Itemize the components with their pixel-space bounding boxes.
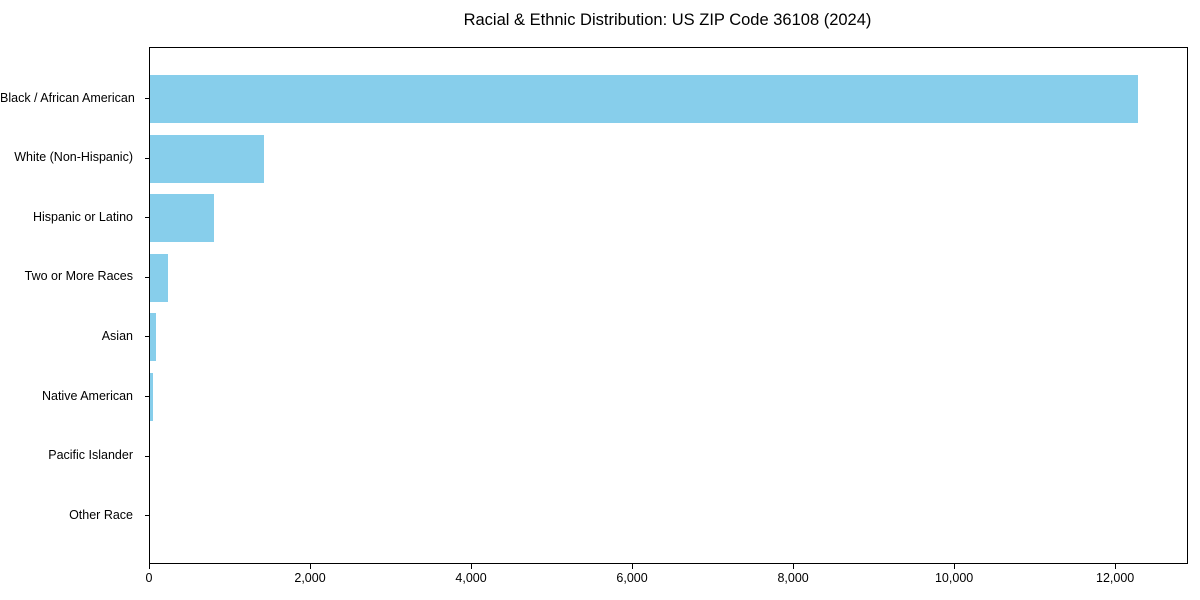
y-tick-mark bbox=[145, 455, 149, 457]
bar-native-american bbox=[150, 373, 153, 421]
x-tick-mark bbox=[793, 564, 795, 569]
x-tick-label: 6,000 bbox=[616, 571, 648, 585]
x-tick-label: 10,000 bbox=[934, 571, 974, 585]
bar-asian bbox=[150, 313, 156, 362]
x-tick-mark bbox=[149, 564, 150, 569]
y-tick-mark bbox=[145, 157, 149, 159]
y-tick-mark bbox=[145, 515, 149, 517]
bar-black-african-american bbox=[150, 75, 1138, 123]
y-tick-mark bbox=[145, 396, 149, 397]
y-tick-mark bbox=[145, 336, 149, 338]
y-axis-label: White (Non-Hispanic) bbox=[14, 150, 133, 165]
bar-two-or-more-races bbox=[150, 253, 168, 302]
y-tick-mark bbox=[145, 276, 149, 278]
x-tick-label: 0 bbox=[145, 571, 153, 585]
y-axis-label: Native American bbox=[41, 388, 133, 403]
y-axis-label: Asian bbox=[101, 328, 133, 343]
x-tick-label: 8,000 bbox=[777, 571, 809, 585]
bar-white-non-hispanic bbox=[150, 134, 264, 183]
y-axis-label: Other Race bbox=[69, 507, 133, 522]
y-tick-mark bbox=[145, 217, 149, 219]
y-axis-label: Black / African American bbox=[0, 90, 135, 105]
x-tick-mark bbox=[632, 564, 634, 569]
x-tick-mark bbox=[310, 564, 312, 569]
plot-area bbox=[149, 47, 1188, 564]
x-tick-label: 12,000 bbox=[1096, 571, 1135, 585]
y-axis-label: Pacific Islander bbox=[48, 448, 133, 463]
y-axis-label: Hispanic or Latino bbox=[32, 209, 133, 224]
x-tick-mark bbox=[471, 564, 473, 569]
bar-hispanic-or-latino bbox=[150, 194, 214, 243]
y-axis-label: Two or More Races bbox=[24, 269, 133, 284]
x-tick-mark bbox=[1115, 564, 1117, 569]
x-tick-mark bbox=[954, 564, 956, 569]
x-tick-label: 2,000 bbox=[294, 571, 326, 585]
x-tick-label: 4,000 bbox=[455, 571, 487, 585]
chart-title: Racial & Ethnic Distribution: US ZIP Cod… bbox=[463, 11, 872, 29]
y-tick-mark bbox=[145, 98, 149, 99]
